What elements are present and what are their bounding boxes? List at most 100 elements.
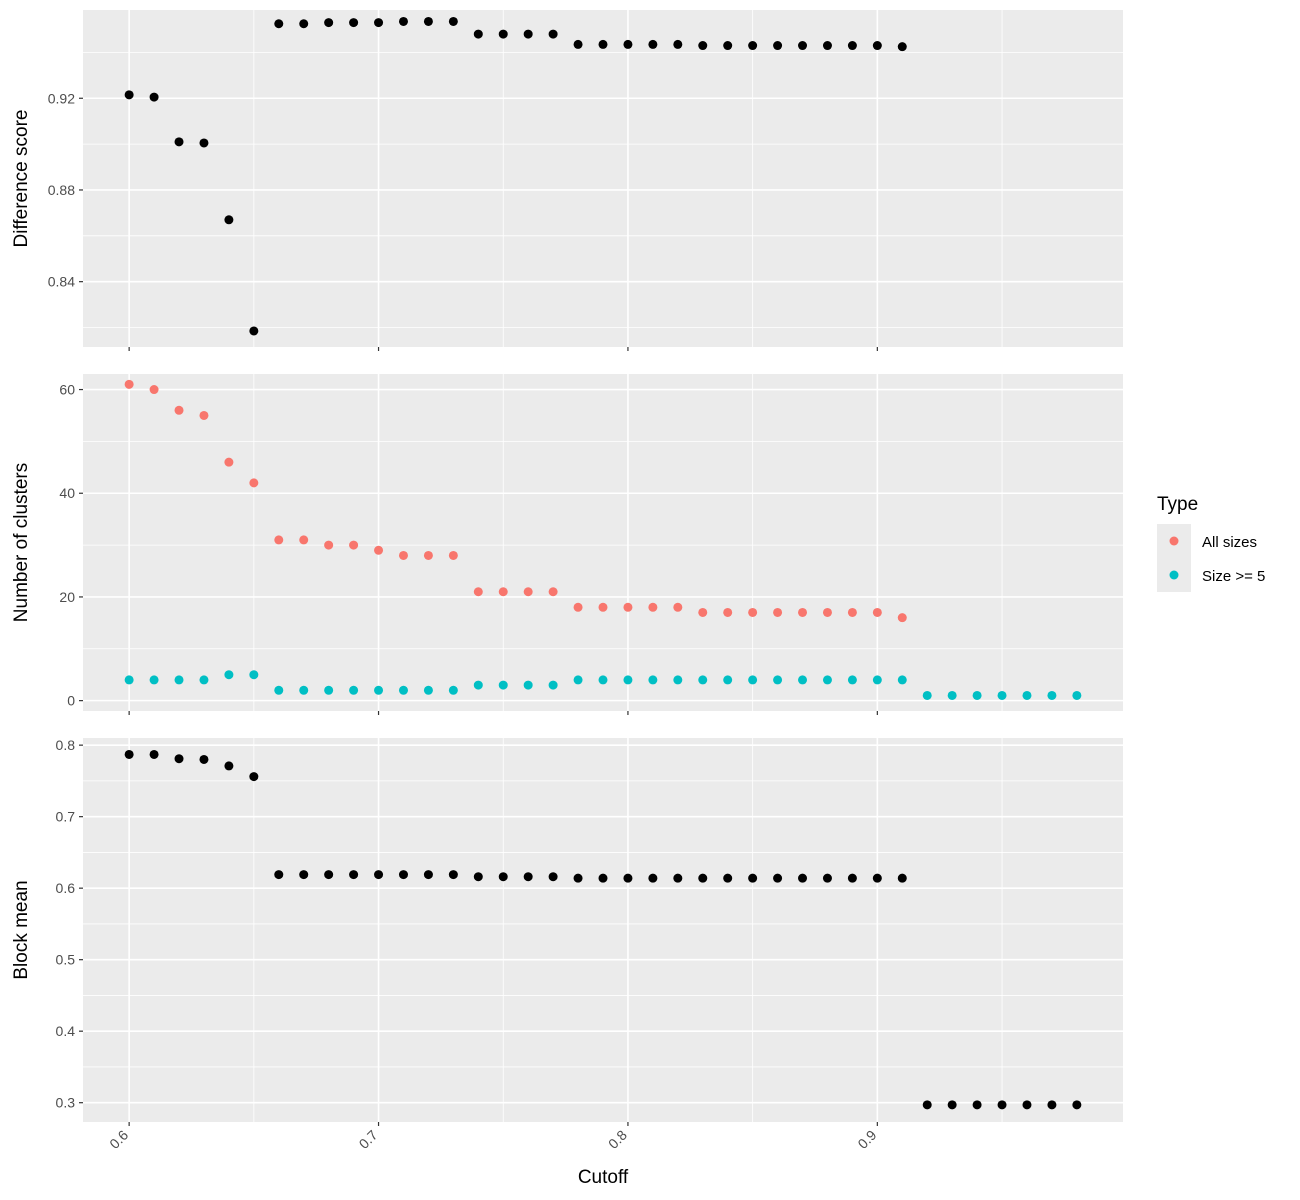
data-point: [748, 607, 758, 617]
data-point: [947, 1100, 957, 1110]
data-point: [798, 607, 808, 617]
data-point: [673, 873, 683, 883]
legend-key-all-sizes: [1169, 536, 1179, 546]
data-point: [523, 680, 533, 690]
data-point: [773, 873, 783, 883]
data-point: [872, 607, 882, 617]
data-point: [598, 39, 608, 49]
data-point: [149, 92, 159, 102]
data-point: [548, 680, 558, 690]
data-point: [897, 873, 907, 883]
y-tick-label: 0.8: [56, 737, 76, 753]
data-point: [773, 675, 783, 685]
data-point: [398, 685, 408, 695]
legend-label-size-5: Size >= 5: [1202, 568, 1265, 585]
data-point: [673, 39, 683, 49]
data-point: [798, 675, 808, 685]
x-axis-title: Cutoff: [578, 1167, 629, 1188]
data-point: [847, 41, 857, 51]
data-point: [199, 754, 209, 764]
series-points-1: [124, 749, 1082, 1110]
data-point: [349, 870, 359, 880]
data-point: [423, 550, 433, 560]
y-tick-label: 0.84: [48, 274, 75, 290]
y-tick-label: 0.6: [56, 880, 76, 896]
data-point: [174, 137, 184, 147]
data-point: [124, 675, 134, 685]
data-point: [398, 870, 408, 880]
data-point: [374, 870, 384, 880]
data-point: [573, 602, 583, 612]
data-point: [698, 607, 708, 617]
data-point: [149, 749, 159, 759]
data-point: [448, 550, 458, 560]
data-point: [324, 18, 334, 28]
data-point: [822, 41, 832, 51]
data-point: [1072, 1100, 1082, 1110]
x-tick-label: 0.6: [106, 1127, 131, 1152]
data-point: [1047, 690, 1057, 700]
data-point: [723, 41, 733, 51]
data-point: [199, 138, 209, 148]
panel-background: [83, 10, 1123, 347]
data-point: [523, 29, 533, 39]
panel-background: [83, 374, 1123, 711]
data-point: [573, 675, 583, 685]
legend: Type All sizes Size >= 5: [1157, 494, 1265, 592]
data-point: [374, 18, 384, 28]
data-point: [249, 478, 259, 488]
data-point: [224, 670, 234, 680]
data-point: [648, 602, 658, 612]
data-point: [249, 326, 259, 336]
data-point: [448, 685, 458, 695]
data-point: [174, 405, 184, 415]
data-point: [648, 39, 658, 49]
legend-key-size-5: [1169, 570, 1179, 580]
data-point: [623, 39, 633, 49]
data-point: [199, 410, 209, 420]
y-tick-label: 0: [67, 693, 75, 709]
data-point: [922, 1100, 932, 1110]
panel-3: 0.3 0.4 0.5 0.6 0.7 0.8 Block mean: [11, 737, 1123, 1126]
data-point: [149, 675, 159, 685]
data-point: [274, 535, 284, 545]
data-point: [598, 675, 608, 685]
data-point: [473, 680, 483, 690]
data-point: [473, 587, 483, 597]
panel-2: 0 20 40 60 Number of clusters: [11, 374, 1123, 715]
panel-1: 0.84 0.88 0.92 Difference score: [11, 10, 1123, 351]
data-point: [349, 685, 359, 695]
data-point: [423, 870, 433, 880]
series-size-5: [124, 670, 1082, 700]
data-point: [199, 675, 209, 685]
data-point: [847, 675, 857, 685]
data-point: [124, 379, 134, 389]
data-point: [673, 675, 683, 685]
data-point: [274, 19, 284, 29]
series-points-1: [124, 16, 907, 336]
data-point: [498, 29, 508, 39]
y-tick-label: 0.4: [56, 1023, 76, 1039]
y-tick-label: 40: [59, 485, 75, 501]
data-point: [1047, 1100, 1057, 1110]
data-point: [498, 872, 508, 882]
y-axis-title: Difference score: [11, 110, 32, 248]
data-point: [997, 1100, 1007, 1110]
data-point: [423, 685, 433, 695]
legend-title: Type: [1157, 494, 1198, 515]
data-point: [623, 602, 633, 612]
data-point: [398, 16, 408, 26]
x-tick-label: 0.9: [854, 1127, 879, 1152]
data-point: [748, 675, 758, 685]
data-point: [324, 870, 334, 880]
data-point: [872, 41, 882, 51]
data-point: [349, 540, 359, 550]
data-point: [623, 675, 633, 685]
y-tick-label: 0.5: [56, 952, 76, 968]
data-point: [648, 873, 658, 883]
data-point: [773, 607, 783, 617]
series-all-sizes: [124, 379, 907, 623]
data-point: [523, 872, 533, 882]
data-point: [324, 685, 334, 695]
legend-label-all-sizes: All sizes: [1202, 534, 1257, 551]
